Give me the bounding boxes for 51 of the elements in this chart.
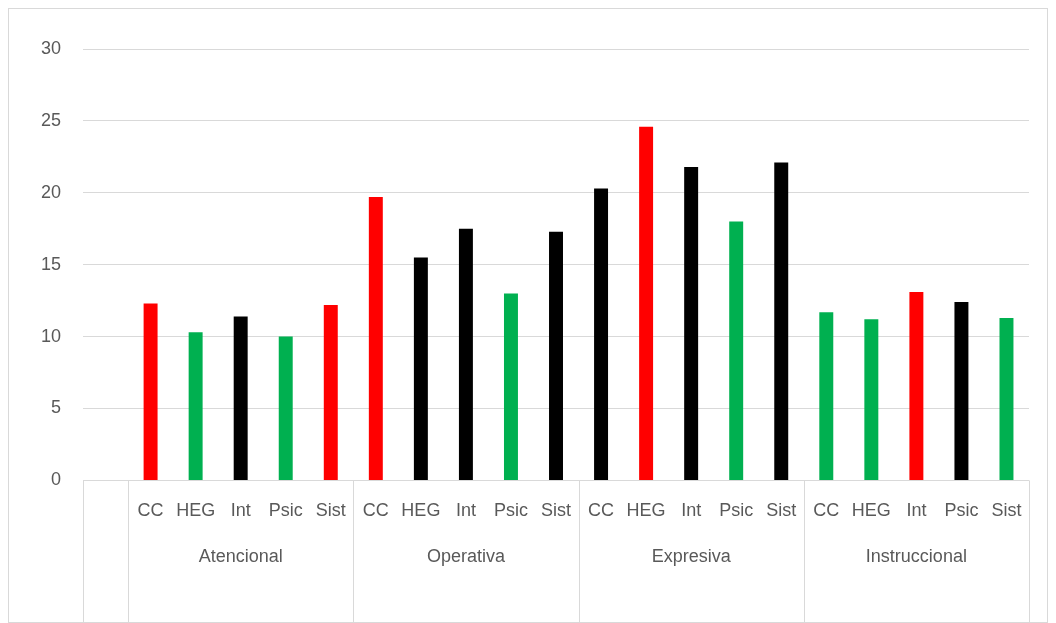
text: Instruccional [865,546,967,567]
bar [684,166,699,480]
x-tick-label: Psic [719,500,754,521]
bar [188,332,203,480]
bar [278,336,293,480]
y-tick-label: 5 [51,397,62,418]
bar [909,292,924,480]
bar [549,231,563,480]
bar [323,304,338,480]
bar [503,293,518,480]
bar [639,126,654,480]
bar [594,188,609,480]
y-tick-label: 30 [40,37,62,58]
text: Atencional [198,546,283,567]
bar [413,257,428,480]
x-tick-label: Int [906,500,927,521]
bar [368,197,383,480]
y-tick-label: 10 [40,325,62,346]
bar [143,303,158,480]
y-tick-label: 20 [40,181,62,202]
y-tick-label: 15 [40,253,62,274]
bar [233,316,248,480]
x-tick-label: Psic [268,500,303,521]
x-tick-label: Sist [766,500,797,521]
bar [774,162,789,480]
x-tick-label: Int [230,500,251,521]
x-tick-label: Sist [541,500,572,521]
x-tick-label: CC [588,500,615,521]
x-tick-label: HEG [626,500,666,521]
bar [864,319,879,480]
bar [819,312,834,480]
x-tick-label: Int [681,500,702,521]
x-tick-label: HEG [176,500,216,521]
text: Operativa [426,546,506,567]
x-tick-label: Sist [991,500,1022,521]
bar [458,228,473,480]
bar [729,221,744,480]
bar [954,302,969,480]
bar [999,317,1014,480]
x-tick-label: CC [137,500,164,521]
x-tick-label: HEG [401,500,441,521]
text: Expresiva [651,546,732,567]
x-tick-label: CC [813,500,840,521]
y-tick-label: 0 [51,469,62,490]
x-tick-label: Int [455,500,476,521]
x-tick-label: Sist [315,500,346,521]
x-tick-label: Psic [493,500,528,521]
x-tick-label: CC [362,500,389,521]
y-tick-label: 25 [40,109,62,130]
x-tick-label: Psic [944,500,979,521]
x-tick-label: HEG [851,500,891,521]
